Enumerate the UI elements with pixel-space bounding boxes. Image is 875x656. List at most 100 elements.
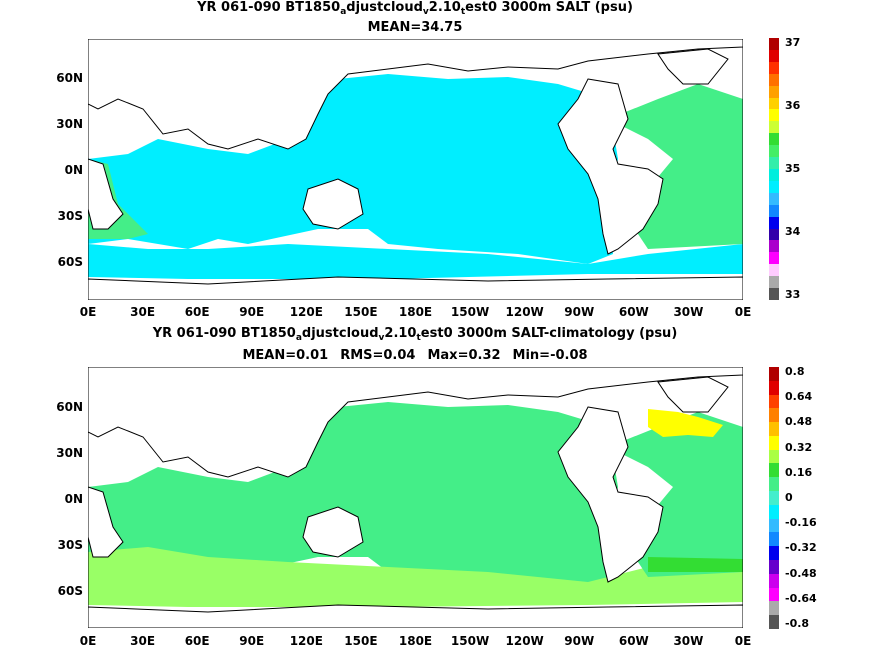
panel2-ytick: 60S: [57, 584, 83, 598]
x-tick-label: 60W: [618, 305, 649, 319]
panel1-ytick: 60N: [56, 71, 83, 85]
asia-land: [88, 39, 743, 150]
panel1-map: [88, 39, 743, 300]
southern-ocean: [88, 244, 743, 279]
panel1-stats: MEAN=34.75: [367, 20, 463, 35]
colorbar-label: -0.48: [785, 566, 817, 580]
x-tick-label: 90E: [239, 634, 265, 648]
south-atlantic-band: [648, 557, 743, 572]
x-tick-label: 90W: [564, 305, 595, 319]
colorbar-segment: [769, 168, 779, 181]
salt-anomaly-map: [88, 367, 743, 628]
x-tick-label: 150E: [344, 634, 378, 648]
colorbar-label: -0.32: [785, 541, 817, 555]
colorbar-label: 35: [785, 162, 801, 175]
americas-land: [557, 406, 664, 583]
colorbar-segment: [769, 216, 779, 229]
panel2-ytick: 0N: [64, 492, 83, 506]
x-tick-label: 90W: [564, 634, 595, 648]
colorbar-label: 0.64: [785, 390, 813, 404]
x-tick-label: 120E: [289, 305, 323, 319]
panel2-stats: MEAN=0.01 RMS=0.04 Max=0.32 Min=-0.08: [242, 348, 588, 363]
colorbar-label: -0.8: [785, 617, 810, 630]
panel1-title: YR 061-090 BT1850adjustcloudv2.10test0 3…: [197, 0, 633, 17]
colorbar-label: 34: [785, 225, 801, 238]
x-tick-label: 150W: [450, 305, 490, 319]
x-tick-label: 120W: [505, 634, 544, 648]
colorbar-segment: [769, 532, 779, 547]
x-tick-label: 30E: [130, 305, 156, 319]
panel2-map: [88, 367, 743, 628]
salt-map: [88, 39, 743, 300]
colorbar-segment: [769, 518, 779, 533]
x-tick-label: 0E: [79, 305, 97, 319]
colorbar-segment: [769, 133, 779, 146]
panel2-colorbar: [769, 367, 779, 629]
colorbar-segment: [769, 394, 779, 409]
x-tick-label: 180E: [398, 634, 433, 648]
colorbar-segment: [769, 121, 779, 134]
colorbar-segment: [769, 38, 779, 50]
colorbar-segment: [769, 435, 779, 450]
pacific-indian-ocean: [88, 74, 618, 264]
colorbar-segment: [769, 192, 779, 205]
colorbar-segment: [769, 97, 779, 110]
colorbar-label: 0: [785, 491, 793, 504]
panel1-ytick: 30S: [57, 209, 83, 223]
colorbar-segment: [769, 463, 779, 478]
x-tick-label: 150W: [450, 634, 490, 648]
panel1-ytick: 0N: [64, 163, 83, 177]
antarctica-land: [88, 604, 743, 628]
colorbar-label: 0.48: [785, 415, 813, 429]
x-tick-label: 0E: [734, 305, 752, 319]
x-tick-label: 30W: [673, 634, 704, 648]
colorbar-label: 33: [785, 288, 801, 301]
x-tick-label: 180E: [398, 305, 433, 319]
colorbar-segment: [769, 264, 779, 277]
americas-land: [557, 78, 664, 255]
panel2-ytick: 30N: [56, 446, 83, 460]
antarctica-land: [88, 276, 743, 300]
colorbar-segment: [769, 491, 779, 505]
colorbar-label: 36: [785, 99, 801, 112]
x-tick-label: 120W: [505, 305, 544, 319]
colorbar-segment: [769, 380, 779, 395]
x-tick-label: 60E: [184, 305, 210, 319]
colorbar-label: -0.16: [785, 516, 817, 530]
colorbar-segment: [769, 504, 779, 519]
colorbar-segment: [769, 240, 779, 253]
greenland-land: [657, 48, 729, 85]
panel2-title: YR 061-090 BT1850adjustcloudv2.10test0 3…: [152, 326, 678, 343]
colorbar-segment: [769, 85, 779, 98]
x-tick-label: 120E: [289, 634, 323, 648]
colorbar-segment: [769, 180, 779, 193]
x-tick-label: 60E: [184, 634, 210, 648]
colorbar-label: 0.8: [785, 365, 805, 378]
colorbar-segment: [769, 546, 779, 560]
australia-land: [302, 178, 364, 230]
colorbar-segment: [769, 422, 779, 436]
australia-land: [302, 506, 364, 558]
colorbar-segment: [769, 49, 779, 62]
africa-land: [88, 158, 124, 230]
x-tick-label: 60W: [618, 634, 649, 648]
colorbar-segment: [769, 109, 779, 122]
colorbar-segment: [769, 615, 779, 629]
colorbar-segment: [769, 145, 779, 158]
x-tick-label: 0E: [734, 634, 752, 648]
x-tick-label: 0E: [79, 634, 97, 648]
colorbar-segment: [769, 73, 779, 86]
x-tick-label: 30W: [673, 305, 704, 319]
colorbar-segment: [769, 587, 779, 602]
southern-ocean-light: [88, 547, 743, 607]
x-tick-label: 90E: [239, 305, 265, 319]
colorbar-segment: [769, 252, 779, 265]
x-tick-label: 150E: [344, 305, 378, 319]
x-tick-label: 30E: [130, 634, 156, 648]
colorbar-label: 0.32: [785, 440, 813, 454]
colorbar-segment: [769, 477, 779, 492]
panel2-ytick: 30S: [57, 538, 83, 552]
colorbar-segment: [769, 601, 779, 616]
colorbar-label: 0.16: [785, 465, 813, 479]
panel1-ytick: 30N: [56, 117, 83, 131]
